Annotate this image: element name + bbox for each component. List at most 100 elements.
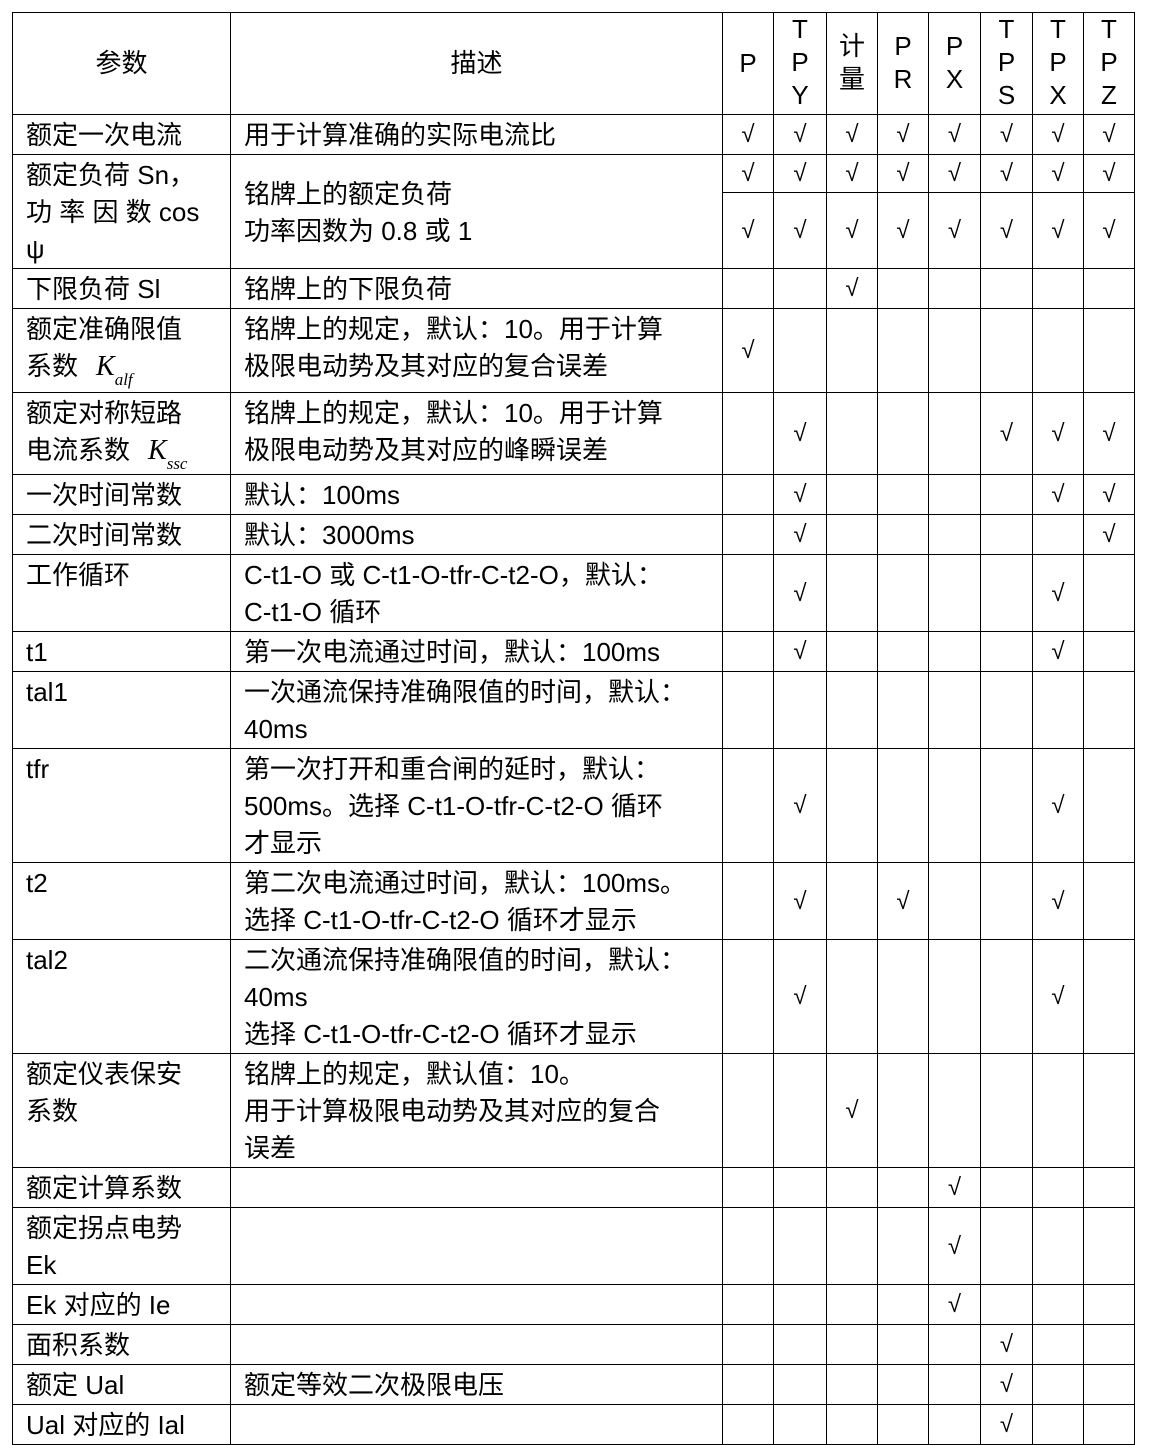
checkmark-icon: √	[793, 121, 807, 148]
check-cell	[722, 474, 774, 515]
desc-cell: 用于计算准确的实际电流比	[230, 114, 723, 155]
check-cell: √	[1083, 474, 1135, 515]
checkmark-icon: √	[1102, 217, 1116, 244]
check-cell	[877, 1324, 929, 1365]
table-row: 二次时间常数 默认：3000ms √ √	[12, 514, 1135, 555]
check-cell: √	[773, 631, 827, 672]
check-cell	[928, 514, 981, 555]
checkmark-icon: √	[896, 160, 910, 187]
table-row: 额定仪表保安 系数 铭牌上的规定，默认值：10。 用于计算极限电动势及其对应的复合…	[12, 1053, 1135, 1168]
checkmark-icon: √	[1051, 887, 1065, 915]
check-cell	[1083, 1053, 1135, 1168]
check-cell	[826, 474, 878, 515]
param-symbol: K	[96, 351, 115, 382]
param-text: Ual 对应的 Ial	[26, 1410, 185, 1440]
header-col-tps: TPS	[980, 12, 1033, 115]
checkmark-icon: √	[947, 160, 962, 187]
check-cell	[1032, 1053, 1084, 1168]
check-cell	[928, 474, 981, 515]
table-row: tfr 第一次打开和重合闸的延时，默认： 500ms。选择 C-t1-O-tfr-…	[12, 748, 1135, 863]
checkmark-icon: √	[793, 638, 807, 665]
table-row: Ual 对应的 Ial √	[12, 1404, 1135, 1445]
check-cell	[980, 631, 1033, 672]
check-cell	[877, 1167, 929, 1208]
checkmark-icon: √	[845, 1097, 859, 1124]
desc-cell	[230, 1404, 723, 1445]
check-cell	[722, 1364, 774, 1405]
check-cell	[928, 554, 981, 632]
check-cell: √	[722, 154, 774, 193]
check-cell: √	[773, 939, 827, 1054]
checkmark-icon: √	[1051, 638, 1065, 665]
check-cell	[722, 1324, 774, 1365]
param-cell: Ek 对应的 Ie	[12, 1284, 231, 1325]
desc-cell	[230, 1207, 723, 1285]
check-cell	[877, 268, 929, 309]
check-cell: √	[877, 114, 929, 155]
check-cell: √	[1032, 939, 1084, 1054]
check-cell: √	[1032, 392, 1084, 475]
table-row: 额定拐点电势 Ek √	[12, 1207, 1135, 1285]
checkmark-icon: √	[793, 887, 807, 915]
checkmark-icon: √	[896, 217, 910, 244]
param-text: 工作循环	[26, 560, 131, 590]
check-cell: √	[928, 154, 981, 193]
checkmark-icon: √	[793, 160, 807, 187]
check-cell: √	[773, 114, 827, 155]
table-row: 一次时间常数 默认：100ms √ √ √	[12, 474, 1135, 515]
check-cell	[1032, 1324, 1084, 1365]
param-text: tal1	[26, 677, 68, 707]
check-cell: √	[773, 748, 827, 863]
check-cell: √	[722, 308, 774, 393]
check-cell: √	[722, 192, 774, 269]
check-cell	[826, 939, 878, 1054]
check-cell	[1032, 268, 1084, 309]
check-cell: √	[928, 192, 981, 269]
check-cell: √	[773, 554, 827, 632]
check-cell	[877, 671, 929, 749]
check-cell	[1083, 1167, 1135, 1208]
check-cell	[722, 514, 774, 555]
param-text: 额定一次电流	[26, 120, 183, 150]
check-cell	[722, 939, 774, 1054]
checkmark-icon: √	[999, 1331, 1014, 1358]
check-cell	[928, 1404, 981, 1445]
param-text: 一次时间常数	[26, 480, 183, 510]
checkmark-icon: √	[793, 792, 807, 819]
checkmark-icon: √	[741, 121, 755, 148]
check-cell	[928, 939, 981, 1054]
param-text: 额定拐点电势 Ek	[26, 1213, 183, 1280]
checkmark-icon: √	[999, 217, 1014, 244]
check-cell	[773, 1364, 827, 1405]
check-cell: √	[773, 474, 827, 515]
table-row: 面积系数 √	[12, 1324, 1135, 1365]
checkmark-icon: √	[999, 160, 1014, 187]
checkmark-icon: √	[741, 217, 755, 244]
table-row: 额定对称短路 电流系数 Kssc 铭牌上的规定，默认：10。用于计算 极限电动势及其…	[12, 392, 1135, 475]
check-cell	[1083, 862, 1135, 940]
checkmark-icon: √	[947, 217, 962, 244]
check-cell	[826, 671, 878, 749]
check-cell: √	[1083, 192, 1135, 269]
check-cell: √	[928, 1284, 981, 1325]
desc-cell	[230, 1284, 723, 1325]
checkmark-icon: √	[1051, 983, 1065, 1010]
desc-cell: 额定等效二次极限电压	[230, 1364, 723, 1405]
check-cell: √	[722, 114, 774, 155]
check-cell	[1032, 1284, 1084, 1325]
check-cell: √	[1083, 392, 1135, 475]
check-cell: √	[980, 1364, 1033, 1405]
check-cell	[877, 1404, 929, 1445]
check-cell	[826, 308, 878, 393]
check-cell	[826, 862, 878, 940]
checkmark-icon: √	[1051, 420, 1065, 447]
check-cell	[980, 671, 1033, 749]
check-cell	[722, 268, 774, 309]
check-cell	[722, 1284, 774, 1325]
check-cell	[928, 631, 981, 672]
check-cell: √	[1032, 474, 1084, 515]
param-cell: 额定负荷 Sn， 功 率 因 数 cos ψ	[12, 154, 231, 269]
check-cell: √	[1032, 114, 1084, 155]
checkmark-icon: √	[793, 521, 807, 548]
check-cell	[826, 1207, 878, 1285]
